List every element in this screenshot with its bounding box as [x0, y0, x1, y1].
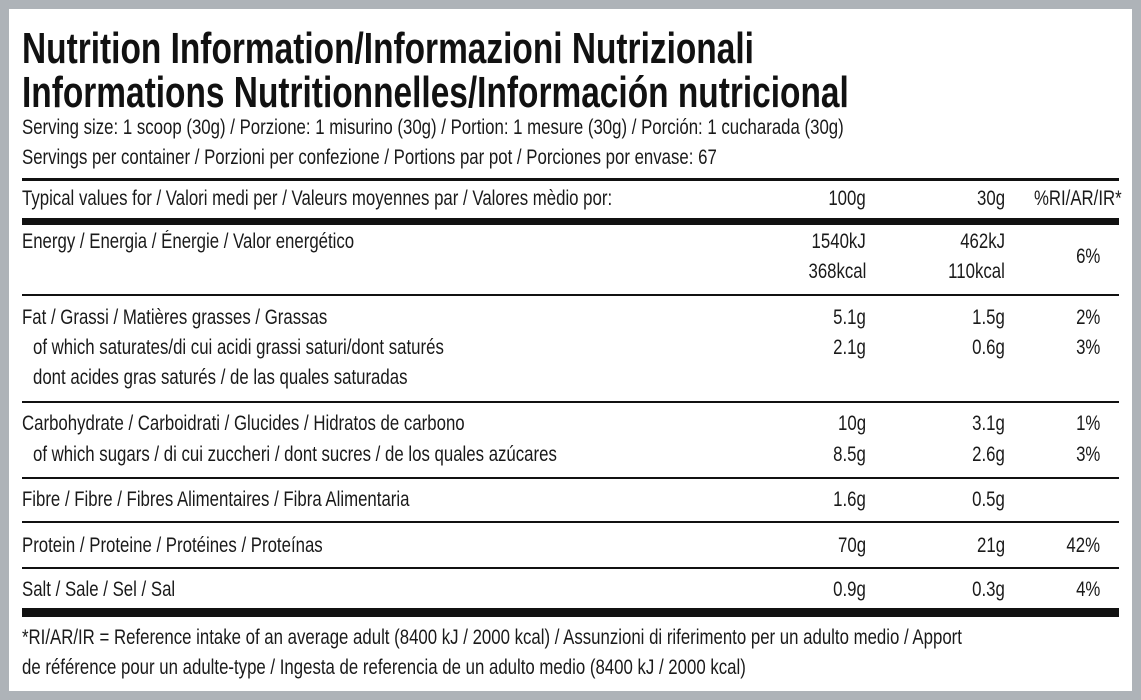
divider: [22, 477, 1119, 479]
title-line-2: Informations Nutritionnelles/Información…: [22, 68, 849, 117]
salt-ri: 4%: [1075, 578, 1100, 601]
divider: [22, 567, 1119, 569]
servings-per-container: Servings per container / Porzioni per co…: [22, 146, 717, 169]
header-ri: %RI/AR/IR*: [1034, 187, 1122, 210]
saturates-ri: 3%: [1075, 336, 1100, 359]
fat-100g: 5.1g: [833, 306, 866, 329]
salt-100g: 0.9g: [833, 578, 866, 601]
fat-ri: 2%: [1075, 306, 1100, 329]
protein-label: Protein / Proteine / Protéines / Proteín…: [22, 534, 323, 557]
sugars-100g: 8.5g: [833, 443, 866, 466]
protein-30g: 21g: [976, 534, 1005, 557]
carbohydrate-label: Carbohydrate / Carboidrati / Glucides / …: [22, 412, 465, 435]
saturates-30g: 0.6g: [972, 336, 1005, 359]
divider-thick: [22, 178, 1119, 181]
salt-label: Salt / Sale / Sel / Sal: [22, 578, 176, 601]
footnote-line-1: *RI/AR/IR = Reference intake of an avera…: [22, 626, 962, 649]
header-label: Typical values for / Valori medi per / V…: [22, 187, 613, 210]
fibre-label: Fibre / Fibre / Fibres Alimentaires / Fi…: [22, 488, 410, 511]
footnote-line-2: de référence pour un adulte-type / Inges…: [22, 656, 746, 679]
energy-label: Energy / Energia / Énergie / Valor energ…: [22, 230, 355, 253]
carbohydrate-ri: 1%: [1075, 412, 1100, 435]
fat-30g: 1.5g: [972, 306, 1005, 329]
header-30g: 30g: [976, 187, 1005, 210]
carbohydrate-30g: 3.1g: [972, 412, 1005, 435]
fibre-100g: 1.6g: [833, 488, 866, 511]
divider: [22, 401, 1119, 403]
divider-heavy: [22, 218, 1119, 225]
divider: [22, 294, 1119, 296]
energy-kcal-30g: 110kcal: [948, 260, 1005, 283]
sugars-label: of which sugars / di cui zuccheri / dont…: [33, 443, 557, 466]
protein-ri: 42%: [1066, 534, 1100, 557]
sugars-ri: 3%: [1075, 443, 1100, 466]
salt-30g: 0.3g: [972, 578, 1005, 601]
energy-ri: 6%: [1075, 245, 1100, 268]
saturates-label-2: dont acides gras saturés / de las quales…: [33, 366, 408, 389]
nutrition-label: Nutrition Information/Informazioni Nutri…: [9, 9, 1132, 691]
energy-kj-100g: 1540kJ: [811, 230, 866, 253]
fibre-30g: 0.5g: [972, 488, 1005, 511]
divider-heavy: [22, 608, 1119, 617]
sugars-30g: 2.6g: [972, 443, 1005, 466]
fat-label: Fat / Grassi / Matières grasses / Grassa…: [22, 306, 328, 329]
header-100g: 100g: [828, 187, 866, 210]
energy-kcal-100g: 368kcal: [808, 260, 866, 283]
carbohydrate-100g: 10g: [837, 412, 866, 435]
saturates-label: of which saturates/di cui acidi grassi s…: [33, 336, 444, 359]
divider: [22, 521, 1119, 523]
saturates-100g: 2.1g: [833, 336, 866, 359]
energy-kj-30g: 462kJ: [960, 230, 1005, 253]
protein-100g: 70g: [837, 534, 866, 557]
title-line-1: Nutrition Information/Informazioni Nutri…: [22, 24, 754, 73]
serving-size: Serving size: 1 scoop (30g) / Porzione: …: [22, 116, 844, 139]
